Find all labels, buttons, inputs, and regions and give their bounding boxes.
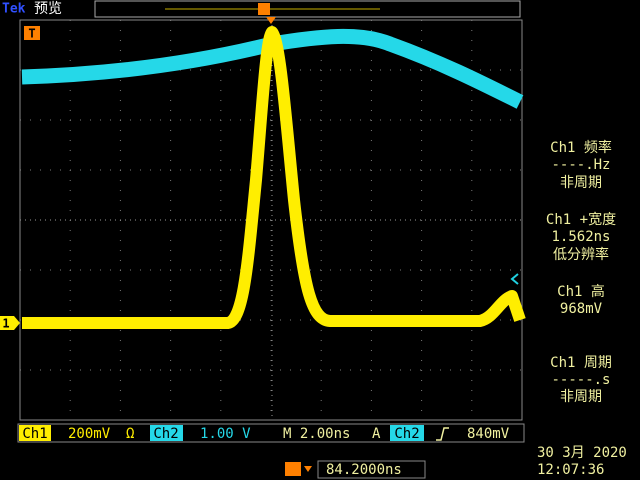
meas-status: 非周期 [560,175,602,191]
trigger-level-marker [24,26,40,40]
ch1-ground-marker [0,316,20,330]
ch2-waveform [21,28,524,109]
ch2-scale: 1.00 V [200,426,251,442]
timebase: M 2.00ns [283,426,350,442]
ch1-waveform [22,26,526,329]
meas-status: 非周期 [560,389,602,405]
meas-value: -----.s [551,372,610,388]
ch1-marker-label: 1 [2,317,9,331]
status-bar [17,423,525,443]
brand: Tek [2,2,26,17]
ch1-label: Ch1 [22,426,47,442]
date: 30 3月 2020 [537,445,627,461]
ch1-scale: 200mV [68,426,111,442]
trigger-slope-icon [436,427,449,441]
record-view [94,0,521,18]
ch1-badge [19,425,51,441]
trigger-position: 84.2000ns [326,462,402,478]
trigger-pos-arrow [304,466,312,472]
meas-label: Ch1 周期 [550,355,612,371]
ch2-label: Ch2 [153,426,178,442]
trigger-pos-icon [258,3,270,15]
ch1-coupling: Ω [126,426,134,442]
mode: 预览 [34,1,62,17]
meas-value: ----.Hz [551,157,610,173]
trigger-pos-box [317,460,426,479]
meas-status: 低分辨率 [553,246,609,263]
meas-value: 968mV [560,301,603,317]
ch2-badge [150,425,183,441]
time: 12:07:36 [537,462,604,478]
ch2-trigger-level [510,273,519,285]
trigger-marker-top [266,17,276,24]
trigger-source: Ch2 [394,426,419,442]
trigger-level: 840mV [467,426,510,442]
trigger-pos-badge [285,462,301,476]
meas-value: 1.562ns [551,229,610,245]
trigger-source-badge [390,425,424,441]
trigger-mode: A [372,426,381,442]
meas-label: Ch1 +宽度 [546,211,616,228]
trigger-marker-label: T [28,27,35,41]
meas-label: Ch1 高 [557,283,605,300]
meas-label: Ch1 频率 [550,139,612,156]
